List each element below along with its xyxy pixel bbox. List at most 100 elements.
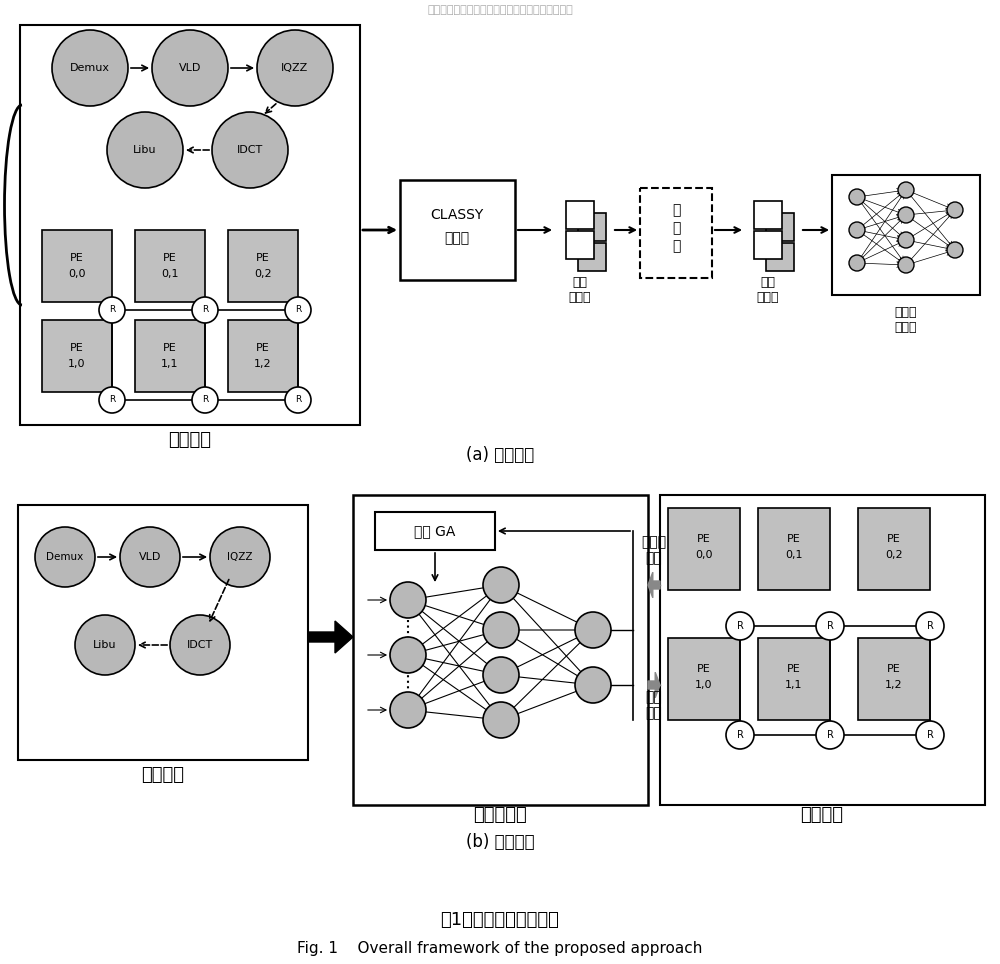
Text: 初始
数据集: 初始 数据集 <box>569 276 591 304</box>
Bar <box>640 188 712 278</box>
Text: 1,1: 1,1 <box>785 680 803 690</box>
Text: R: R <box>927 621 933 631</box>
Bar <box>668 638 740 720</box>
Circle shape <box>483 567 519 603</box>
Bar <box>754 201 782 229</box>
Bar <box>858 638 930 720</box>
Bar <box>353 495 648 805</box>
Text: R: R <box>109 395 115 405</box>
Text: PE: PE <box>70 343 84 353</box>
Text: R: R <box>737 621 743 631</box>
Text: 预: 预 <box>672 203 680 217</box>
Circle shape <box>898 182 914 198</box>
Text: VLD: VLD <box>179 63 201 73</box>
Circle shape <box>35 527 95 587</box>
Bar <box>754 231 782 259</box>
Text: 0,1: 0,1 <box>161 269 179 279</box>
Text: (b) 在线调度: (b) 在线调度 <box>466 833 534 851</box>
Bar <box>758 638 830 720</box>
Circle shape <box>390 637 426 673</box>
Circle shape <box>849 222 865 238</box>
Text: CLASSY: CLASSY <box>430 208 484 222</box>
Text: VLD: VLD <box>139 552 161 562</box>
Bar <box>18 505 308 760</box>
Text: 运行时
事件: 运行时 事件 <box>641 535 667 565</box>
Bar <box>758 508 830 590</box>
Circle shape <box>192 297 218 323</box>
Circle shape <box>947 242 963 258</box>
Text: 1,2: 1,2 <box>885 680 903 690</box>
Circle shape <box>483 702 519 738</box>
Text: PE: PE <box>787 664 801 674</box>
Bar <box>42 320 112 392</box>
Text: R: R <box>295 395 301 405</box>
Circle shape <box>210 527 270 587</box>
Text: Demux: Demux <box>70 63 110 73</box>
Text: 映射
决策: 映射 决策 <box>646 690 662 720</box>
Circle shape <box>726 721 754 749</box>
Text: 基于机器学习的异构多核处理器系统在线映射方法: 基于机器学习的异构多核处理器系统在线映射方法 <box>427 5 573 15</box>
Circle shape <box>212 112 288 188</box>
Text: IDCT: IDCT <box>237 145 263 155</box>
Text: PE: PE <box>887 664 901 674</box>
Text: 性能预
测模型: 性能预 测模型 <box>895 306 917 334</box>
Circle shape <box>170 615 230 675</box>
Text: R: R <box>737 730 743 740</box>
Circle shape <box>916 721 944 749</box>
Text: IQZZ: IQZZ <box>227 552 253 562</box>
Text: 系统应用: 系统应用 <box>142 766 184 784</box>
Text: 在线调度器: 在线调度器 <box>473 806 527 824</box>
Circle shape <box>107 112 183 188</box>
Circle shape <box>192 387 218 413</box>
Text: PE: PE <box>163 253 177 263</box>
Bar <box>858 508 930 590</box>
Bar <box>566 231 594 259</box>
Text: 算法 GA: 算法 GA <box>414 524 456 538</box>
Circle shape <box>483 612 519 648</box>
FancyArrow shape <box>308 621 353 653</box>
Text: 模拟器: 模拟器 <box>444 231 470 245</box>
Circle shape <box>285 387 311 413</box>
Text: R: R <box>202 395 208 405</box>
Bar <box>578 213 606 241</box>
Text: 1,0: 1,0 <box>68 359 86 369</box>
Text: 1,2: 1,2 <box>254 359 272 369</box>
Text: Fig. 1    Overall framework of the proposed approach: Fig. 1 Overall framework of the proposed… <box>297 941 703 955</box>
Circle shape <box>99 297 125 323</box>
Circle shape <box>152 30 228 106</box>
Text: 1,1: 1,1 <box>161 359 179 369</box>
Circle shape <box>75 615 135 675</box>
Circle shape <box>916 612 944 640</box>
Text: 0,0: 0,0 <box>68 269 86 279</box>
Circle shape <box>120 527 180 587</box>
Circle shape <box>575 612 611 648</box>
Circle shape <box>947 202 963 218</box>
Circle shape <box>285 297 311 323</box>
Bar <box>20 25 360 425</box>
Circle shape <box>849 189 865 205</box>
Bar <box>660 495 985 805</box>
Bar <box>375 512 495 550</box>
Text: R: R <box>109 306 115 314</box>
Text: 执行平台: 执行平台 <box>800 806 844 824</box>
Circle shape <box>898 257 914 273</box>
Circle shape <box>816 612 844 640</box>
Circle shape <box>849 255 865 271</box>
Circle shape <box>257 30 333 106</box>
Text: (a) 离线训练: (a) 离线训练 <box>466 446 534 464</box>
Circle shape <box>52 30 128 106</box>
Bar <box>228 230 298 302</box>
Circle shape <box>575 667 611 703</box>
Text: 0,2: 0,2 <box>254 269 272 279</box>
Text: R: R <box>202 306 208 314</box>
Text: PE: PE <box>887 534 901 544</box>
Bar <box>228 320 298 392</box>
Bar <box>400 180 515 280</box>
Circle shape <box>898 232 914 248</box>
Circle shape <box>390 692 426 728</box>
Text: PE: PE <box>697 534 711 544</box>
Text: PE: PE <box>256 343 270 353</box>
Text: PE: PE <box>70 253 84 263</box>
Circle shape <box>99 387 125 413</box>
Circle shape <box>816 721 844 749</box>
